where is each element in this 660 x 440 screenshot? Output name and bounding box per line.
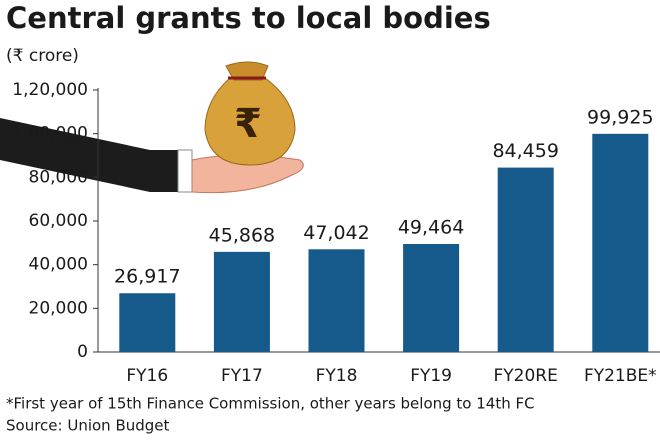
x-tick-label: FY21BE* bbox=[584, 366, 657, 386]
y-tick-label: 20,000 bbox=[29, 298, 88, 318]
illustration: ₹ bbox=[0, 61, 304, 194]
chart-title: Central grants to local bodies bbox=[6, 1, 491, 35]
bar bbox=[592, 133, 649, 352]
bar bbox=[308, 249, 365, 352]
y-tick-label: 60,000 bbox=[29, 211, 88, 231]
bar bbox=[119, 293, 176, 352]
money-bag bbox=[204, 77, 296, 166]
y-tick-label: 1,20,000 bbox=[12, 80, 88, 100]
bar bbox=[497, 167, 554, 352]
y-tick-label: 80,000 bbox=[29, 167, 88, 187]
cuff bbox=[177, 149, 193, 193]
value-label: 26,917 bbox=[114, 266, 180, 288]
value-label: 49,464 bbox=[398, 217, 464, 239]
value-label: 84,459 bbox=[492, 140, 558, 162]
value-label: 47,042 bbox=[303, 222, 369, 244]
value-label: 45,868 bbox=[209, 224, 275, 246]
source: Source: Union Budget bbox=[6, 417, 170, 435]
bar bbox=[213, 251, 270, 352]
y-tick-label: 0 bbox=[77, 342, 88, 362]
value-label: 99,925 bbox=[587, 106, 653, 128]
x-tick-label: FY16 bbox=[126, 366, 168, 386]
bar bbox=[403, 244, 460, 352]
x-tick-label: FY19 bbox=[410, 366, 452, 386]
x-tick-label: FY20RE bbox=[494, 366, 558, 386]
y-tick-label: 40,000 bbox=[29, 255, 88, 275]
sleeve bbox=[0, 118, 190, 192]
y-tick-label: 1,00,000 bbox=[12, 124, 88, 144]
x-tick-label: FY17 bbox=[221, 366, 263, 386]
rupee-symbol: ₹ bbox=[234, 101, 262, 147]
footnote: *First year of 15th Finance Commission, … bbox=[6, 395, 535, 413]
chart-subtitle: (₹ crore) bbox=[6, 46, 79, 66]
x-tick-label: FY18 bbox=[316, 366, 358, 386]
